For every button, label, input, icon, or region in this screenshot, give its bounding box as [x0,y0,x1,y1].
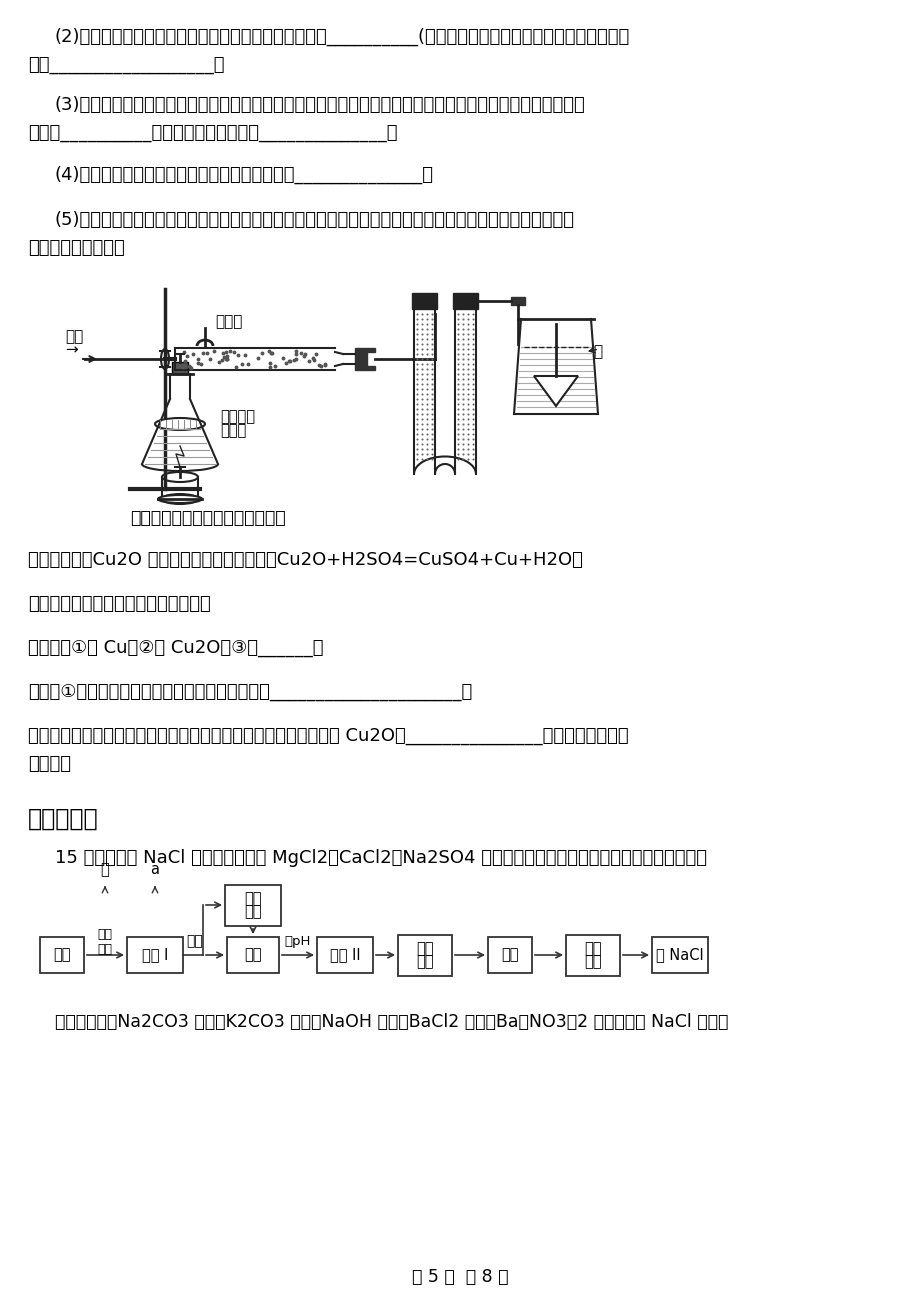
Ellipse shape [154,418,205,430]
Text: 一种气体单质生成。: 一种气体单质生成。 [28,240,125,256]
Ellipse shape [162,473,198,482]
Bar [227,937,278,973]
Text: （注：白色无水硫酸铜遇水变蓝）: （注：白色无水硫酸铜遇水变蓝） [130,509,285,527]
Ellipse shape [158,495,202,503]
Bar [565,935,619,975]
Bar [355,352,367,366]
Bar [317,937,372,973]
Text: （提出问题）得到的红色物质是什么？: （提出问题）得到的红色物质是什么？ [28,595,210,613]
Text: 溶液 II: 溶液 II [329,948,360,962]
Text: 15 ．粗盐除含 NaCl 外，还含有少量 MgCl2、CaCl2、Na2SO4 以及泥沙等杂质。以下是粗盐提纯的操作流程。: 15 ．粗盐除含 NaCl 外，还含有少量 MgCl2、CaCl2、Na2SO4… [55,849,706,867]
Text: (3)在不改变二氧化碳的制取和收集方法的情况下，它还可用于实验室制取另一种气体，制取该气体的化学反应: (3)在不改变二氧化碳的制取和收集方法的情况下，它还可用于实验室制取另一种气体，… [55,96,585,115]
Bar [225,884,280,926]
Text: 纯 NaCl: 纯 NaCl [655,948,703,962]
Bar [412,293,437,309]
Text: （设计实验）请你设计一个简单的实验来验证红色物质中是否存在 Cu2O：_______________。（操作、现象、: （设计实验）请你设计一个简单的实验来验证红色物质中是否存在 Cu2O：_____… [28,727,628,745]
Text: 溶液 I: 溶液 I [142,948,168,962]
Text: 提供的试剂：Na2CO3 溶液、K2CO3 溶液、NaOH 溶液、BaCl2 溶液、Ba（NO3）2 溶液、饱和 NaCl 溶液。: 提供的试剂：Na2CO3 溶液、K2CO3 溶液、NaOH 溶液、BaCl2 溶… [55,1013,728,1031]
Bar [40,937,84,973]
Bar [172,362,187,374]
Bar [355,348,375,352]
Text: 粗盐: 粗盐 [53,948,71,962]
Text: 五、流程题: 五、流程题 [28,807,98,831]
Text: 式为__________________。: 式为__________________。 [28,56,224,74]
Text: 结论。）: 结论。） [28,755,71,773]
Text: 盐酸: 盐酸 [244,904,262,919]
Ellipse shape [162,493,198,504]
Text: 氢气: 氢气 [65,329,83,344]
Text: （查阅资料）Cu2O 是红色，易与稀硫酸反应：Cu2O+H2SO4=CuSO4+Cu+H2O。: （查阅资料）Cu2O 是红色，易与稀硫酸反应：Cu2O+H2SO4=CuSO4+… [28,551,583,569]
Text: 原理是__________，检验该气体的方法是______________。: 原理是__________，检验该气体的方法是______________。 [28,124,397,142]
Text: 氧化铜: 氧化铜 [215,314,242,329]
Text: 结晶: 结晶 [415,954,433,969]
Ellipse shape [161,349,169,368]
Text: (4)若用氯酸钾、二氧化锰制氧气需补充的仪器是______________。: (4)若用氯酸钾、二氧化锰制氧气需补充的仪器是______________。 [55,165,434,185]
Text: 硫酸铜: 硫酸铜 [220,423,246,437]
Text: 蒸发: 蒸发 [415,941,433,956]
Bar [398,935,451,975]
Bar [652,937,708,973]
Text: 水: 水 [593,344,601,359]
Polygon shape [533,376,577,406]
Text: 水: 水 [100,862,109,878]
Text: 白色无水: 白色无水 [220,409,255,424]
Bar [355,366,375,370]
Text: a: a [151,862,159,878]
Text: 第 5 页  共 8 页: 第 5 页 共 8 页 [412,1268,507,1286]
Text: 加热
溶解: 加热 溶解 [97,928,112,956]
Text: (2)利用上述仪器制取并收集二氧化碳，你选择的仪器是__________(填序号），实验室制取二氧化碳的化学方程: (2)利用上述仪器制取并收集二氧化碳，你选择的仪器是__________(填序号… [55,29,630,47]
Bar [510,297,525,305]
Text: 若猜想①成立，玻璃管中发生反应的化学方程式为_____________________。: 若猜想①成立，玻璃管中发生反应的化学方程式为__________________… [28,684,471,700]
Bar [452,293,478,309]
Bar [487,937,531,973]
Text: 烘干: 烘干 [584,954,601,969]
Text: (5)为探究氢气的性质，按下图装置进行实验。观察到黑色粉末变红，白色无水硫酸铜变蓝，同时反应中还有: (5)为探究氢气的性质，按下图装置进行实验。观察到黑色粉末变红，白色无水硫酸铜变… [55,211,574,229]
Text: 沉定: 沉定 [244,891,262,906]
Text: 过滤: 过滤 [187,934,203,948]
Bar [127,937,183,973]
Text: 洗涤: 洗涤 [584,941,601,956]
Text: （猜想）①是 Cu；②是 Cu2O；③是______。: （猜想）①是 Cu；②是 Cu2O；③是______。 [28,639,323,658]
Text: →: → [65,342,78,357]
Text: 晶体: 晶体 [501,948,518,962]
Text: 滤液: 滤液 [244,948,262,962]
Bar [162,477,198,499]
Text: 调pH: 调pH [285,935,311,948]
